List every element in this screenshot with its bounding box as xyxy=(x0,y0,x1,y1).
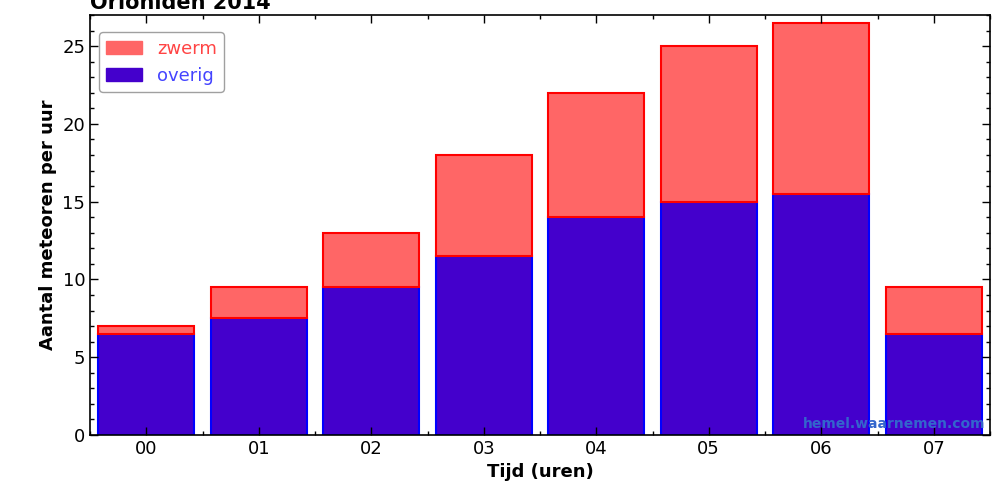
Bar xyxy=(436,256,532,435)
Text: Orioniden 2014: Orioniden 2014 xyxy=(90,0,271,14)
Bar xyxy=(211,287,307,318)
Bar xyxy=(886,334,982,435)
Bar xyxy=(661,46,757,202)
Bar xyxy=(548,93,644,217)
Bar xyxy=(886,287,982,334)
X-axis label: Tijd (uren): Tijd (uren) xyxy=(487,464,593,481)
Bar xyxy=(323,287,419,435)
Legend: zwerm, overig: zwerm, overig xyxy=(99,32,224,92)
Bar xyxy=(661,202,757,435)
Text: hemel.waarnemen.com: hemel.waarnemen.com xyxy=(803,417,986,431)
Bar xyxy=(436,155,532,256)
Bar xyxy=(98,326,194,334)
Bar xyxy=(548,217,644,435)
Bar xyxy=(323,233,419,287)
Bar xyxy=(98,334,194,435)
Bar xyxy=(211,318,307,435)
Y-axis label: Aantal meteoren per uur: Aantal meteoren per uur xyxy=(39,100,57,350)
Bar xyxy=(773,194,869,435)
Bar xyxy=(773,23,869,194)
